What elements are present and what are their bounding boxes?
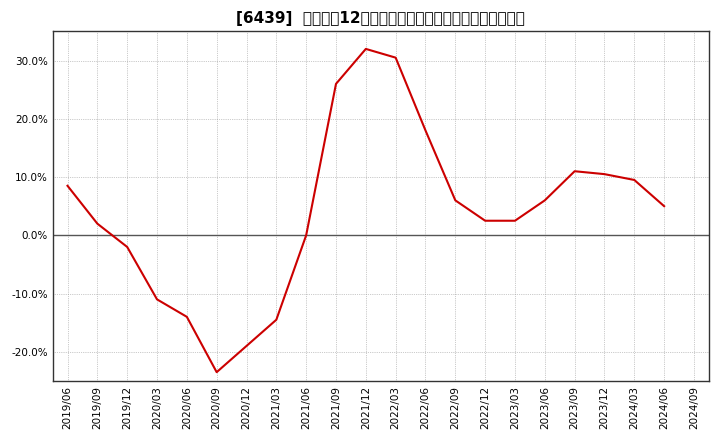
Title: [6439]  売上高の12か月移動合計の対前年同期増減率の推移: [6439] 売上高の12か月移動合計の対前年同期増減率の推移 (236, 11, 525, 26)
